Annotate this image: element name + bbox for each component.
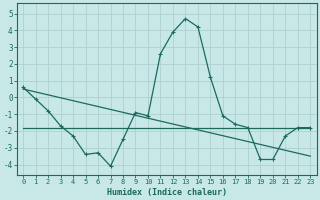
- X-axis label: Humidex (Indice chaleur): Humidex (Indice chaleur): [107, 188, 227, 197]
